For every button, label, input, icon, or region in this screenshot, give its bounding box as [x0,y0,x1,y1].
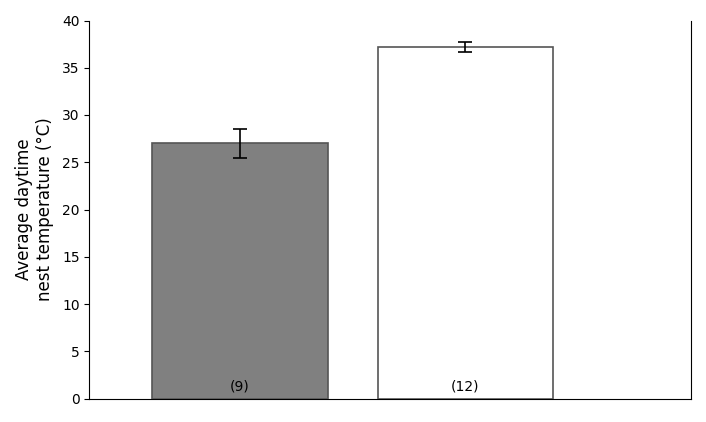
Text: (12): (12) [451,380,479,394]
Bar [378,47,554,398]
Y-axis label: Average daytime
nest temperature (°C): Average daytime nest temperature (°C) [15,118,54,301]
Bar [152,143,328,398]
Text: (9): (9) [230,380,250,394]
